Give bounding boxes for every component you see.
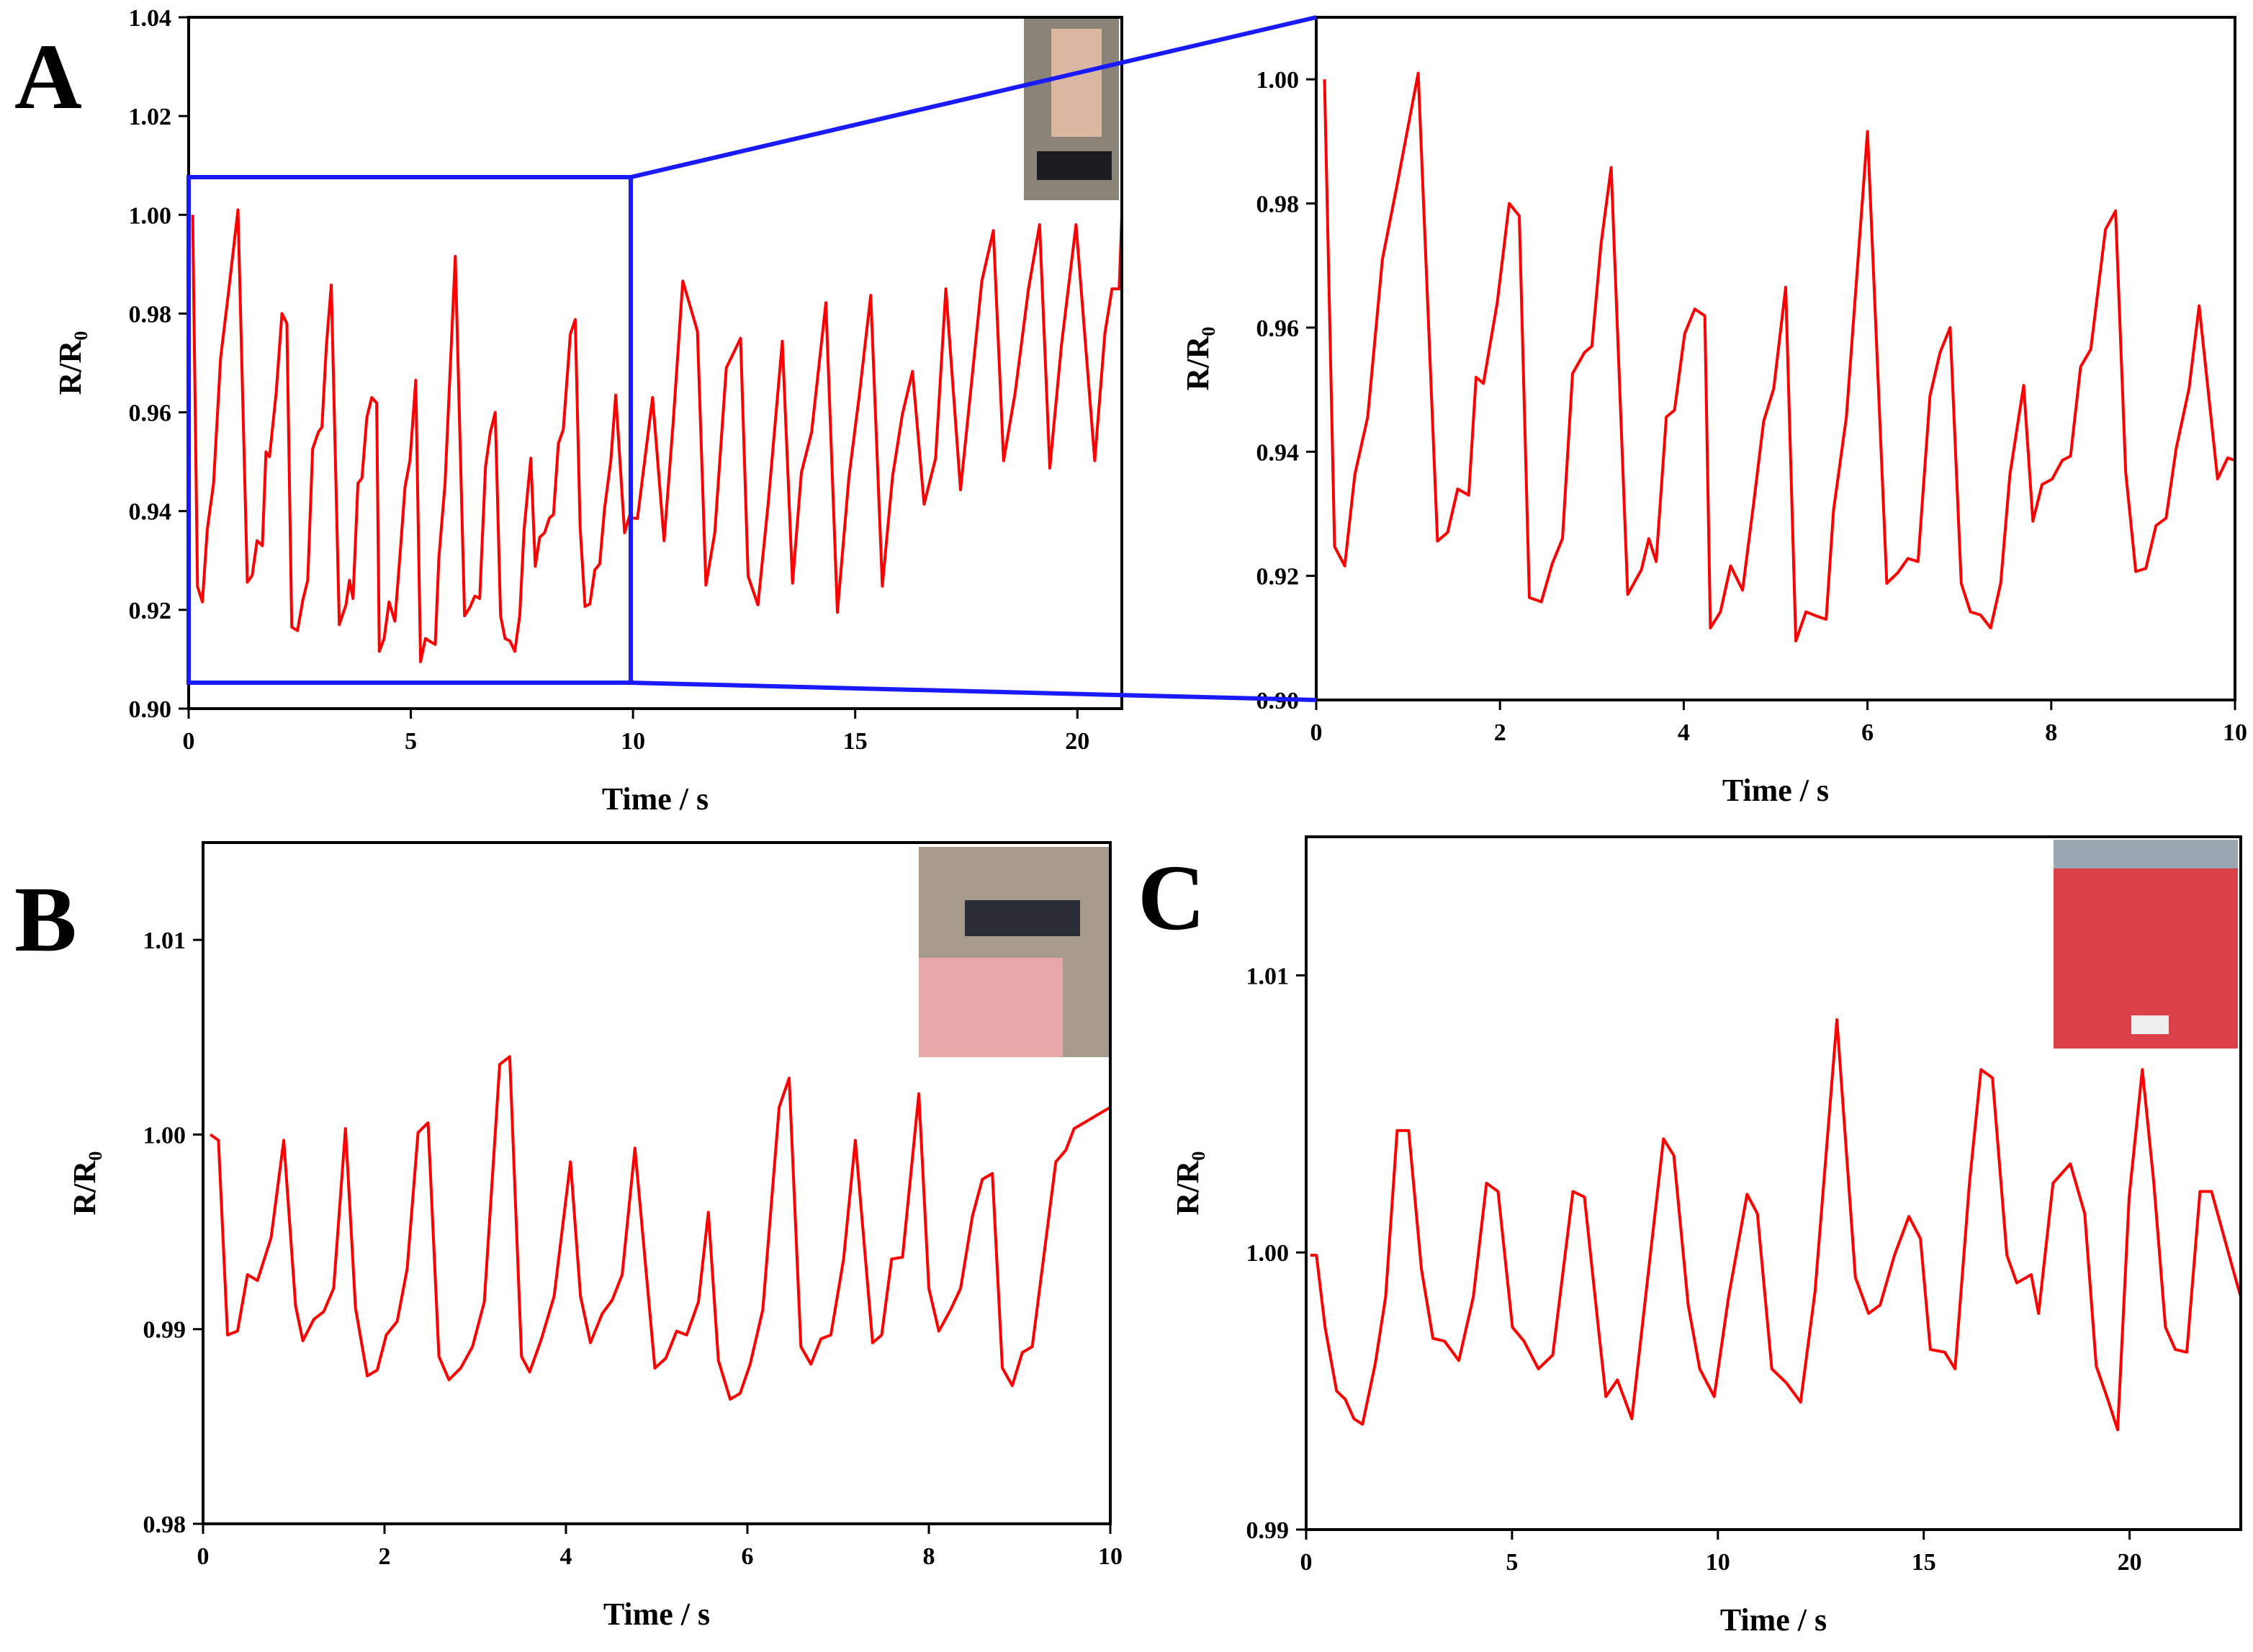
y-tick-label: 0.92 <box>129 598 172 624</box>
y-axis-title: R/R₀ <box>53 331 88 395</box>
data-line <box>1310 1018 2241 1432</box>
y-tick-label: 0.99 <box>1246 1517 1290 1544</box>
inset-photo-neck <box>919 847 1112 1057</box>
x-axis-title: Time / s <box>1722 773 1829 808</box>
x-tick-label: 4 <box>560 1543 572 1570</box>
x-tick-label: 6 <box>1861 719 1874 746</box>
inset-photo-shirt <box>2054 840 2238 1049</box>
plot-frame <box>202 841 1112 1525</box>
x-tick-label: 10 <box>2223 719 2247 746</box>
plot-area <box>1310 1018 2241 1432</box>
plot-frame <box>187 16 1123 710</box>
panel-letter: A <box>14 25 82 129</box>
plot-area <box>209 1055 1110 1401</box>
y-axis-title: R/R₀ <box>67 1152 102 1216</box>
y-tick-label: 0.98 <box>143 1512 186 1538</box>
x-tick-label: 5 <box>1506 1549 1518 1576</box>
y-tick-label: 0.98 <box>1256 192 1300 218</box>
x-tick-label: 0 <box>197 1543 210 1570</box>
plot-area <box>191 208 1122 663</box>
x-tick-label: 0 <box>1300 1549 1313 1576</box>
y-tick-label: 1.00 <box>1256 67 1300 94</box>
y-tick-label: 1.01 <box>143 928 186 954</box>
plot-area <box>1323 71 2235 643</box>
x-tick-label: 15 <box>1912 1549 1936 1576</box>
panel-letter: B <box>14 868 77 971</box>
y-tick-label: 0.96 <box>129 400 172 427</box>
x-tick-label: 20 <box>1065 728 1089 755</box>
y-tick-label: 0.98 <box>129 301 172 328</box>
y-tick-label: 0.90 <box>129 696 172 723</box>
x-axis-title: Time / s <box>602 781 709 817</box>
y-tick-label: 1.00 <box>143 1122 186 1149</box>
x-tick-label: 2 <box>379 1543 391 1570</box>
x-axis-title: Time / s <box>603 1597 710 1632</box>
x-tick-label: 15 <box>843 728 868 755</box>
x-tick-label: 0 <box>1310 719 1323 746</box>
plot-frame <box>1305 835 2242 1531</box>
y-tick-label: 0.96 <box>1256 315 1300 342</box>
panel-letter: C <box>1138 846 1205 950</box>
data-line <box>191 208 1122 663</box>
y-tick-label: 0.92 <box>1256 564 1300 591</box>
zoom-connector <box>630 681 1317 702</box>
zoom-connector <box>630 15 1317 179</box>
data-line <box>209 1055 1110 1401</box>
y-tick-label: 0.94 <box>1256 439 1300 466</box>
plot-frame <box>1315 16 2236 701</box>
y-axis-title: R/R₀ <box>1180 327 1215 391</box>
x-tick-label: 10 <box>1706 1549 1730 1576</box>
y-tick-label: 1.02 <box>129 104 172 130</box>
x-tick-label: 2 <box>1494 719 1506 746</box>
y-tick-label: 1.01 <box>1246 963 1290 989</box>
y-tick-label: 1.00 <box>129 202 172 229</box>
x-axis-title: Time / s <box>1720 1602 1827 1638</box>
y-tick-label: 1.04 <box>129 5 172 32</box>
x-tick-label: 20 <box>2118 1549 2142 1576</box>
data-line <box>1323 71 2235 643</box>
x-tick-label: 8 <box>923 1543 935 1570</box>
x-tick-label: 10 <box>1098 1543 1123 1570</box>
x-tick-label: 4 <box>1678 719 1690 746</box>
y-axis-title: R/R₀ <box>1170 1152 1205 1216</box>
x-tick-label: 10 <box>621 728 645 755</box>
x-tick-label: 6 <box>742 1543 754 1570</box>
x-tick-label: 8 <box>2045 719 2057 746</box>
x-tick-label: 5 <box>405 728 417 755</box>
y-tick-label: 0.94 <box>129 499 172 526</box>
y-tick-label: 1.00 <box>1246 1240 1290 1267</box>
y-tick-label: 0.99 <box>143 1317 186 1344</box>
inset-photo-wrist <box>1024 19 1119 200</box>
zoom-box <box>186 175 633 685</box>
x-tick-label: 0 <box>183 728 195 755</box>
